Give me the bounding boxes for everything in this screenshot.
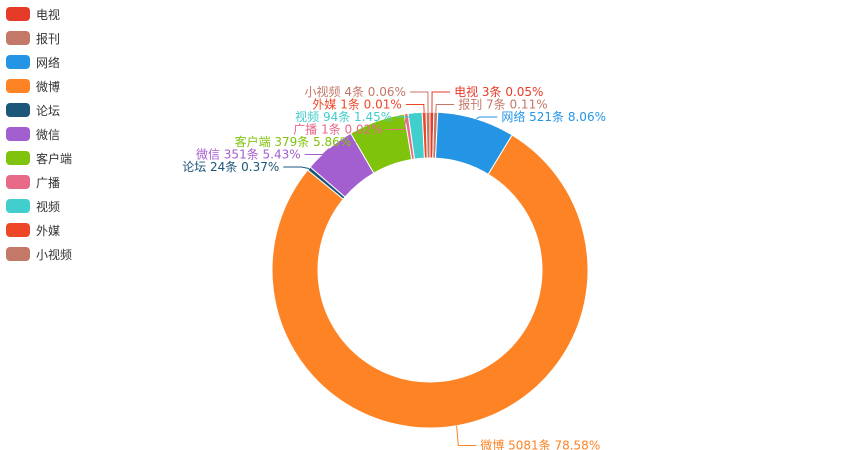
data-label: 外媒 1条 0.01%	[312, 98, 401, 112]
leader-line	[476, 116, 498, 120]
legend-item[interactable]: 报刊	[6, 26, 72, 50]
chart-legend: 电视报刊网络微博论坛微信客户端广播视频外媒小视频	[6, 2, 72, 266]
legend-label: 论坛	[36, 103, 61, 118]
legend-label: 小视频	[36, 247, 73, 262]
legend-swatch	[6, 127, 30, 141]
legend-label: 微信	[36, 127, 61, 142]
legend-swatch	[6, 175, 30, 189]
legend-label: 客户端	[36, 151, 73, 166]
legend-label: 广播	[36, 175, 61, 190]
slice-10[interactable]	[425, 111, 431, 159]
legend-swatch	[6, 151, 30, 165]
data-label: 电视 3条 0.05%	[454, 84, 543, 99]
legend-item[interactable]: 电视	[6, 2, 72, 26]
leader-line	[355, 121, 378, 143]
legend-label: 微博	[36, 79, 61, 94]
leader-line	[456, 425, 477, 446]
data-label: 报刊 7条 0.11%	[458, 97, 547, 112]
leader-line	[283, 166, 310, 169]
legend-item[interactable]: 广播	[6, 170, 72, 194]
legend-swatch	[6, 223, 30, 237]
legend-item[interactable]: 微信	[6, 122, 72, 146]
leader-line	[409, 91, 429, 113]
legend-item[interactable]: 视频	[6, 194, 72, 218]
leader-line	[431, 91, 451, 113]
legend-swatch	[6, 7, 30, 21]
data-label: 视频 94条 1.45%	[295, 109, 392, 124]
legend-swatch	[6, 199, 30, 213]
legend-swatch	[6, 79, 30, 93]
legend-item[interactable]: 小视频	[6, 242, 72, 266]
leader-line	[405, 104, 425, 113]
slice-3[interactable]	[271, 134, 589, 429]
leader-line	[386, 113, 407, 131]
data-label: 微信 351条 5.43%	[196, 148, 301, 162]
legend-swatch	[6, 31, 30, 45]
legend-label: 网络	[36, 55, 61, 70]
legend-swatch	[6, 247, 30, 261]
legend-swatch	[6, 55, 30, 69]
legend-label: 外媒	[36, 223, 61, 238]
data-label: 网络 521条 8.06%	[501, 109, 606, 124]
legend-label: 报刊	[36, 31, 61, 46]
legend-label: 视频	[36, 199, 61, 214]
data-label: 客户端 379条 5.86%	[235, 134, 352, 149]
data-label: 广播 1条 0.02%	[293, 123, 382, 137]
legend-label: 电视	[36, 7, 61, 22]
leader-line	[435, 104, 455, 113]
data-label: 论坛 24条 0.37%	[182, 160, 279, 174]
legend-swatch	[6, 103, 30, 117]
leader-line	[396, 112, 416, 118]
data-label: 小视频 4条 0.06%	[305, 84, 406, 99]
legend-item[interactable]: 客户端	[6, 146, 72, 170]
legend-item[interactable]: 微博	[6, 74, 72, 98]
legend-item[interactable]: 论坛	[6, 98, 72, 122]
legend-item[interactable]: 网络	[6, 50, 72, 74]
data-label: 微博 5081条 78.58%	[480, 437, 600, 450]
legend-item[interactable]: 外媒	[6, 218, 72, 242]
leader-line	[304, 148, 330, 156]
